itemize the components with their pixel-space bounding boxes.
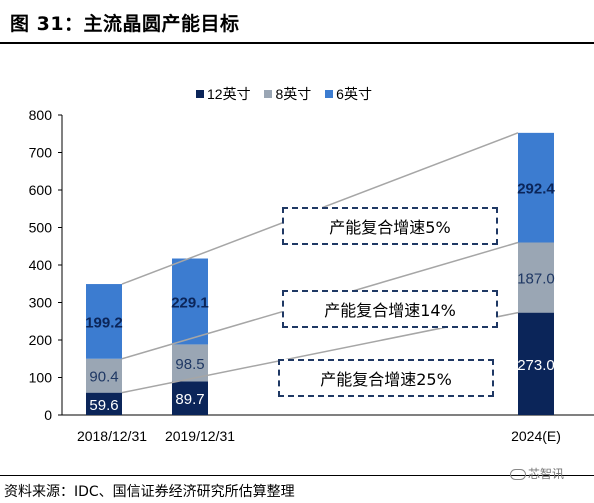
y-tick-label: 0 [44,407,52,423]
cagr-annotation-12-inch: 产能复合增速25% [278,359,494,397]
footer-divider [0,475,594,476]
data-label: 59.6 [89,397,118,414]
legend-item-6-inch: 6英寸 [325,84,372,104]
data-label: 273.0 [517,357,555,374]
y-tick-label: 600 [29,182,53,198]
data-label: 199.2 [85,314,123,331]
data-label: 90.4 [89,369,118,386]
y-tick-label: 300 [29,295,53,311]
cagr-label-12-inch: 产能复合增速25% [320,370,452,389]
title-divider [0,42,594,44]
bar-segment [172,381,208,415]
wechat-icon [510,469,526,480]
bar-segment [86,358,122,393]
cagr-label-8-inch: 产能复合增速14% [324,301,456,320]
x-tick-label: 2019/12/31 [165,428,235,444]
legend-swatch-6-inch [325,90,334,98]
y-tick-label: 100 [29,370,53,386]
legend-item-12-inch: 12英寸 [196,84,251,104]
bar-segment [518,242,554,313]
y-tick-label: 700 [29,145,53,161]
data-label: 292.4 [517,181,555,198]
y-tick-label: 500 [29,220,53,236]
title-bar: 图 31：主流晶圆产能目标 [0,0,594,40]
source-note: 资料来源：IDC、国信证券经济研究所估算整理 [4,484,295,500]
legend-label-12-inch: 12英寸 [207,86,251,102]
cagr-annotation-6-inch: 产能复合增速5% [282,207,498,245]
stacked-bar-chart: 0 100 200 300 400 500 600 700 800 59.6 90.4 199.2 89… [29,107,594,444]
bar-segment [172,344,208,382]
bar-segment [86,392,122,415]
legend-item-8-inch: 8英寸 [264,84,311,104]
data-label: 229.1 [171,294,209,311]
cagr-annotation-8-inch: 产能复合增速14% [282,290,498,328]
y-tick-label: 800 [29,107,53,123]
y-tick-label: 400 [29,257,53,273]
bar-segment [86,284,122,359]
cagr-label-6-inch: 产能复合增速5% [329,218,451,237]
chart-legend: 12英寸 8英寸 6英寸 [196,84,382,104]
watermark: 芯智讯 [510,465,564,482]
bar-segment [518,312,554,415]
legend-label-8-inch: 8英寸 [275,86,312,102]
legend-label-6-inch: 6英寸 [336,86,372,102]
bar-segment [518,132,554,243]
watermark-text: 芯智讯 [528,467,565,481]
data-label: 89.7 [175,391,204,408]
legend-swatch-8-inch [264,90,273,98]
legend-swatch-12-inch [196,90,204,98]
x-tick-label: 2018/12/31 [77,428,147,444]
data-label: 187.0 [517,271,555,288]
y-tick-label: 200 [29,332,53,348]
data-label: 98.5 [175,356,204,373]
figure-title: 图 31：主流晶圆产能目标 [10,13,240,35]
x-tick-label: 2024(E) [511,428,561,444]
bar-segment [172,258,208,345]
